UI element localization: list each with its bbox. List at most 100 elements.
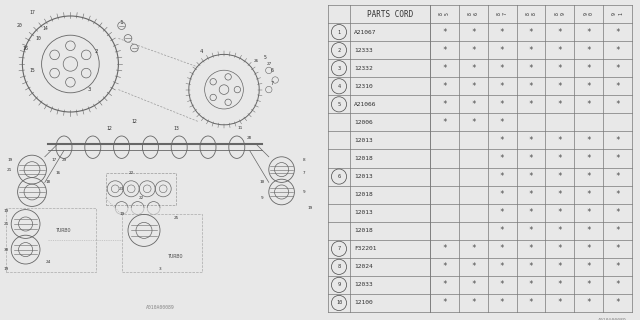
Text: *: * xyxy=(586,172,591,181)
Text: 8: 8 xyxy=(303,158,305,162)
Text: *: * xyxy=(557,154,562,163)
Text: 8: 8 xyxy=(337,264,340,269)
Text: *: * xyxy=(557,262,562,271)
Text: *: * xyxy=(615,226,620,235)
Text: *: * xyxy=(471,118,476,127)
Text: *: * xyxy=(615,136,620,145)
Text: 12018: 12018 xyxy=(354,156,372,161)
Text: *: * xyxy=(529,136,533,145)
Text: *: * xyxy=(615,299,620,308)
Text: *: * xyxy=(529,100,533,109)
Text: 7: 7 xyxy=(337,246,340,251)
Text: *: * xyxy=(586,28,591,36)
Text: 12024: 12024 xyxy=(354,264,372,269)
Text: *: * xyxy=(529,28,533,36)
Text: *: * xyxy=(500,208,504,217)
Text: *: * xyxy=(557,280,562,289)
Text: *: * xyxy=(586,100,591,109)
Text: 12013: 12013 xyxy=(354,210,372,215)
Text: 12: 12 xyxy=(132,119,137,124)
Text: *: * xyxy=(500,262,504,271)
Text: 23: 23 xyxy=(119,187,124,191)
Text: 16: 16 xyxy=(55,171,60,175)
Text: *: * xyxy=(529,172,533,181)
Text: *: * xyxy=(500,154,504,163)
Text: *: * xyxy=(557,64,562,73)
Text: *: * xyxy=(442,28,447,36)
Text: 4: 4 xyxy=(200,49,204,54)
Text: 3: 3 xyxy=(337,66,340,71)
Text: 8
9: 8 9 xyxy=(554,12,565,15)
Text: 9: 9 xyxy=(261,196,264,200)
Text: *: * xyxy=(500,118,504,127)
Text: 10: 10 xyxy=(260,180,265,184)
Text: 8
6: 8 6 xyxy=(468,12,479,15)
Text: *: * xyxy=(500,244,504,253)
Text: *: * xyxy=(586,299,591,308)
Text: *: * xyxy=(615,46,620,55)
Text: 3: 3 xyxy=(88,87,92,92)
Text: 18: 18 xyxy=(45,180,51,184)
Text: *: * xyxy=(500,172,504,181)
Bar xyxy=(106,173,176,205)
Text: *: * xyxy=(615,262,620,271)
Text: 7: 7 xyxy=(303,171,305,175)
Text: 19: 19 xyxy=(4,267,9,271)
Text: *: * xyxy=(586,64,591,73)
Text: 17: 17 xyxy=(29,10,35,15)
Text: 6: 6 xyxy=(271,68,273,73)
Text: 12018: 12018 xyxy=(354,192,372,197)
Text: *: * xyxy=(471,82,476,91)
Text: *: * xyxy=(500,82,504,91)
Text: 2: 2 xyxy=(94,49,98,54)
Text: 15: 15 xyxy=(29,68,35,73)
Text: 26: 26 xyxy=(253,59,259,63)
Text: *: * xyxy=(615,190,620,199)
Text: *: * xyxy=(615,28,620,36)
Text: *: * xyxy=(557,82,562,91)
Text: *: * xyxy=(586,46,591,55)
Text: *: * xyxy=(442,100,447,109)
Text: *: * xyxy=(557,136,562,145)
Text: *: * xyxy=(471,280,476,289)
Text: *: * xyxy=(529,262,533,271)
Text: *: * xyxy=(557,28,562,36)
Text: 12332: 12332 xyxy=(354,66,372,71)
Text: 21: 21 xyxy=(7,168,12,172)
Text: *: * xyxy=(615,100,620,109)
Text: *: * xyxy=(471,244,476,253)
Text: 19: 19 xyxy=(7,158,12,162)
Text: 12333: 12333 xyxy=(354,48,372,53)
Text: *: * xyxy=(471,64,476,73)
Text: *: * xyxy=(529,244,533,253)
Text: *: * xyxy=(586,244,591,253)
Text: 10: 10 xyxy=(36,36,41,41)
Text: *: * xyxy=(442,262,447,271)
Text: *: * xyxy=(615,208,620,217)
Text: 12100: 12100 xyxy=(354,300,372,306)
Text: *: * xyxy=(442,280,447,289)
Text: *: * xyxy=(500,100,504,109)
Text: 13: 13 xyxy=(173,125,179,131)
Text: 19: 19 xyxy=(119,212,124,216)
Text: 9
1: 9 1 xyxy=(612,12,623,15)
Text: *: * xyxy=(471,299,476,308)
Text: A010A00089: A010A00089 xyxy=(598,318,627,320)
Text: *: * xyxy=(615,172,620,181)
Text: *: * xyxy=(529,64,533,73)
Text: 12310: 12310 xyxy=(354,84,372,89)
Text: *: * xyxy=(557,46,562,55)
Text: *: * xyxy=(500,64,504,73)
Text: 6: 6 xyxy=(337,174,340,179)
Text: 22: 22 xyxy=(129,171,134,175)
Text: *: * xyxy=(500,299,504,308)
Text: *: * xyxy=(500,226,504,235)
Text: *: * xyxy=(442,299,447,308)
Text: 29: 29 xyxy=(61,158,67,162)
Text: *: * xyxy=(557,208,562,217)
Text: *: * xyxy=(529,190,533,199)
Text: 28: 28 xyxy=(247,136,252,140)
Text: *: * xyxy=(586,262,591,271)
Text: 10: 10 xyxy=(336,300,342,306)
Text: 12006: 12006 xyxy=(354,120,372,125)
